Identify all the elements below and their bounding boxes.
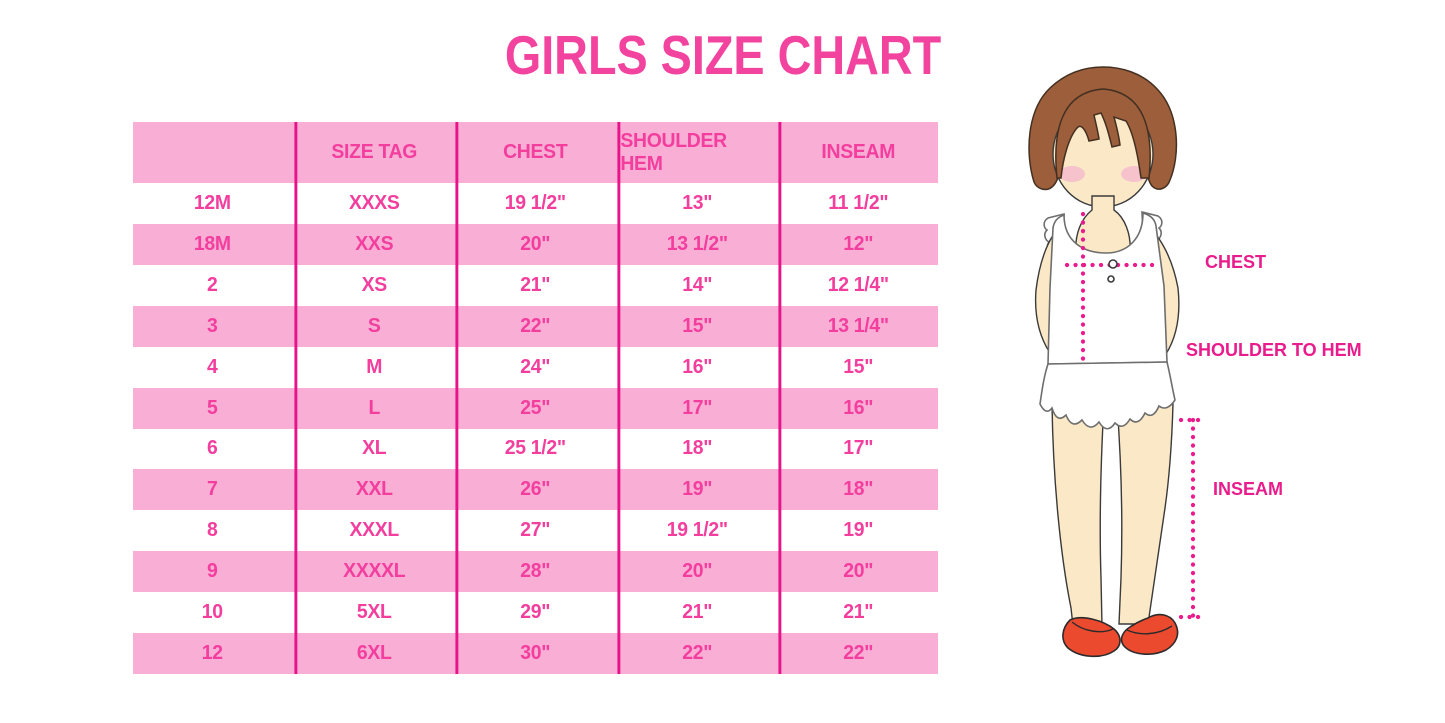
table-cell: 27" <box>455 510 613 552</box>
table-cell: 22" <box>455 305 613 347</box>
header-row: SIZE TAG CHEST SHOULDER HEM INSEAM <box>133 122 938 183</box>
table-cell: 3 <box>207 314 218 337</box>
table-cell: 15" <box>778 346 936 388</box>
table-cell: 29" <box>455 592 613 634</box>
table-cell: M <box>294 346 451 388</box>
table-cell: 19" <box>617 469 774 511</box>
table-row: 12 6XL 30" 22" 22" <box>133 633 938 675</box>
table-row: 18M XXS 20" 13 1/2" 12" <box>133 223 938 265</box>
table-cell: 21" <box>617 592 774 634</box>
girl-illustration <box>1028 66 1208 658</box>
table-cell: 20" <box>778 551 936 593</box>
table-cell: 17" <box>617 387 774 429</box>
table-cell: 7 <box>207 478 218 501</box>
table-cell: 25 1/2" <box>455 428 613 470</box>
table-cell: 9 <box>207 560 218 583</box>
table-cell: 28" <box>455 551 613 593</box>
table-row: 10 5XL 29" 21" 21" <box>133 592 938 634</box>
girl-blush-left-icon <box>1059 166 1085 182</box>
girl-shoe-right-icon <box>1120 613 1179 655</box>
table-cell: 21" <box>778 592 936 634</box>
table-cell: 16" <box>778 387 936 429</box>
table-cell: 12" <box>778 223 936 265</box>
table-cell: 6XL <box>294 633 451 675</box>
girl-bangs-icon <box>1055 88 1151 179</box>
table-cell: 22" <box>617 633 774 675</box>
girl-shoe-left-icon <box>1062 616 1121 658</box>
table-cell: 26" <box>455 469 613 511</box>
table-cell: L <box>294 387 451 429</box>
table-cell: 19" <box>778 510 936 552</box>
girl-leg-left <box>1051 402 1105 627</box>
table-cell: S <box>294 305 451 347</box>
table-cell: 11 1/2" <box>778 183 936 224</box>
table-cell: 5 <box>207 396 218 419</box>
table-cell: 8 <box>207 519 218 542</box>
chest-measure-label: CHEST <box>1205 252 1267 272</box>
table-cell: 18" <box>778 469 936 511</box>
table-cell: 12 <box>201 642 223 665</box>
table-cell: 24" <box>455 346 613 388</box>
table-cell: 12 1/4" <box>778 264 936 306</box>
table-cell: 12M <box>193 191 231 214</box>
table-row: 2 XS 21" 14" 12 1/4" <box>133 264 938 306</box>
table-cell: XXXS <box>294 183 451 224</box>
table-cell: 16" <box>617 346 774 388</box>
table-cell: XXXL <box>294 510 451 552</box>
column-header: SHOULDER HEM <box>617 122 774 183</box>
girl-top-button-2 <box>1107 275 1115 283</box>
table-cell: 18" <box>617 428 774 470</box>
table-cell: 6 <box>207 437 218 460</box>
table-cell: XS <box>294 264 451 306</box>
table-cell: 4 <box>207 355 218 378</box>
table-cell: 17" <box>778 428 936 470</box>
table-cell: 14" <box>617 264 774 306</box>
table-cell: 20" <box>455 223 613 265</box>
table-cell: 20" <box>617 551 774 593</box>
column-header: SIZE TAG <box>294 122 451 183</box>
table-cell: 21" <box>455 264 613 306</box>
column-header <box>135 122 289 183</box>
table-cell: 10 <box>201 601 223 624</box>
table-row: 3 S 22" 15" 13 1/4" <box>133 305 938 347</box>
size-chart-table: SIZE TAG CHEST SHOULDER HEM INSEAM 12M XXXS 19… <box>133 122 938 675</box>
table-cell: 25" <box>455 387 613 429</box>
girl-skirt <box>1039 361 1176 430</box>
table-cell: 15" <box>617 305 774 347</box>
girl-leg-right <box>1116 403 1174 625</box>
table-row: 12M XXXS 19 1/2" 13" 11 1/2" <box>133 183 938 224</box>
table-row: 7 XXL 26" 19" 18" <box>133 469 938 511</box>
girl-shoe-right-strap <box>1126 625 1173 635</box>
table-cell: 19 1/2" <box>617 510 774 552</box>
table-row: 5 L 25" 17" 16" <box>133 387 938 429</box>
table-cell: 5XL <box>294 592 451 634</box>
table-cell: 19 1/2" <box>455 183 613 224</box>
table-cell: 18M <box>193 232 231 255</box>
page-title: GIRLS SIZE CHART <box>504 24 941 86</box>
table-row: 4 M 24" 16" 15" <box>133 346 938 388</box>
table-cell: 22" <box>778 633 936 675</box>
column-header: CHEST <box>455 122 613 183</box>
girl-top <box>1047 211 1168 365</box>
shoulder-to-hem-measure-label: SHOULDER TO HEM <box>1186 340 1362 360</box>
girl-shoe-left-strap <box>1071 621 1114 633</box>
table-cell: XXXXL <box>294 551 451 593</box>
inseam-measure-label: INSEAM <box>1213 479 1284 499</box>
table-cell: 2 <box>207 273 218 296</box>
table-cell: 13" <box>617 183 774 224</box>
table-cell: 30" <box>455 633 613 675</box>
table-cell: 13 1/2" <box>617 223 774 265</box>
table-row: 6 XL 25 1/2" 18" 17" <box>133 428 938 470</box>
table-row: 8 XXXL 27" 19 1/2" 19" <box>133 510 938 552</box>
table-row: 9 XXXXL 28" 20" 20" <box>133 551 938 593</box>
girl-top-button-1 <box>1108 259 1118 269</box>
table-cell: XL <box>294 428 451 470</box>
table-cell: XXL <box>294 469 451 511</box>
table-cell: XXS <box>294 223 451 265</box>
table-cell: 13 1/4" <box>778 305 936 347</box>
column-header: INSEAM <box>778 122 936 183</box>
